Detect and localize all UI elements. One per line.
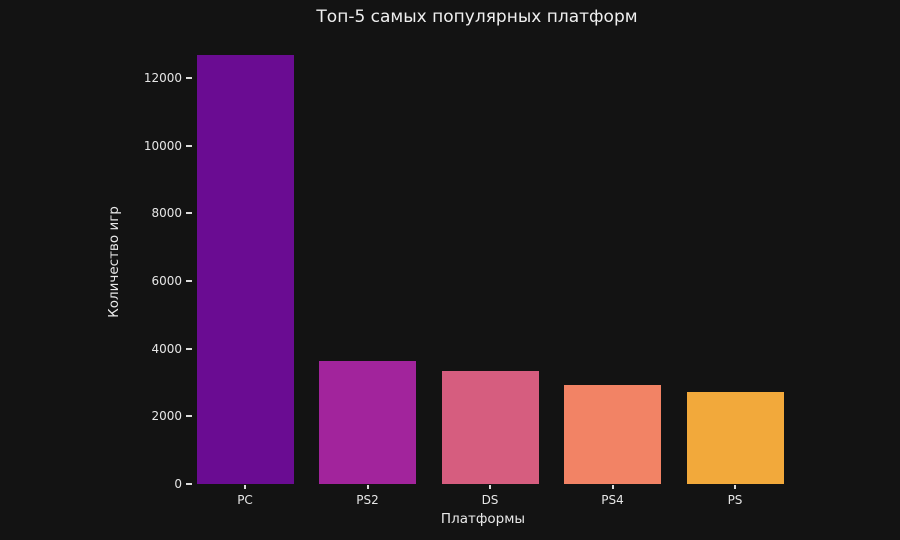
bar-ps (686, 391, 784, 484)
y-tick-label: 4000 (151, 341, 182, 356)
y-tick-mark (186, 347, 192, 350)
bar-ps4 (564, 384, 661, 484)
x-tick-mark (244, 485, 246, 489)
y-axis-label: Количество игр (106, 206, 122, 318)
y-tick-mark (186, 279, 192, 282)
bar-pc (196, 54, 294, 484)
x-axis-label: Платформы (440, 511, 526, 527)
x-tick-mark (489, 485, 491, 489)
y-tick-label: 12000 (143, 70, 182, 85)
y-tick-label: 10000 (143, 138, 182, 153)
x-tick-mark (734, 485, 736, 489)
x-tick-mark (366, 485, 369, 489)
y-tick-mark (186, 144, 192, 147)
x-tick-mark (611, 485, 614, 489)
x-tick-label-ds: DS (481, 493, 499, 507)
y-tick-mark (186, 212, 192, 215)
x-tick-label-ps4: PS4 (601, 493, 624, 507)
y-tick-label: 0 (174, 477, 182, 491)
y-tick-label: 6000 (151, 273, 182, 288)
x-tick-label-ps2: PS2 (356, 493, 379, 507)
plot-area: 0 2000 4000 6000 8000 10000 12000 PC PS2 DS PS4 PS (144, 47, 805, 507)
chart-title: Топ-5 самых популярных платформ (316, 7, 638, 27)
y-tick-mark (186, 415, 192, 418)
x-tick-label-ps: PS (727, 493, 743, 507)
x-tick-label-pc: PC (237, 493, 253, 507)
y-tick-label: 2000 (151, 409, 182, 424)
bar-ds (441, 370, 539, 484)
y-tick-label: 8000 (151, 206, 182, 221)
bar-ps2 (319, 360, 416, 484)
y-tick-mark (186, 76, 192, 79)
y-tick-mark (186, 483, 192, 485)
